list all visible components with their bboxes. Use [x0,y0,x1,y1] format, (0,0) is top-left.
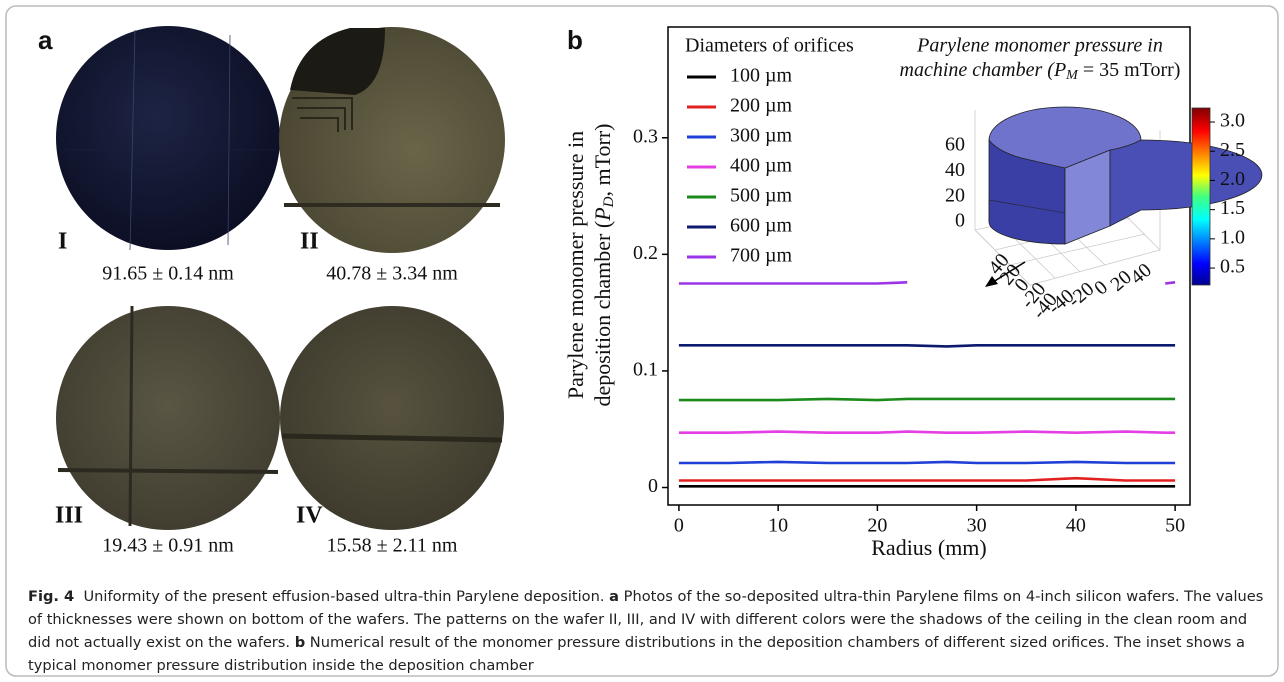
inset: Parylene monomer pressure in machine cha… [900,35,1263,287]
arrow [989,261,1026,285]
data-line [678,460,1176,465]
x-tick-label: 10 [768,515,788,537]
panel-label: b [567,25,583,55]
y-axis-label: deposition chamber (PD, mTorr) [590,123,617,406]
wafer-numeral: I [58,229,67,255]
legend-label: 500 µm [730,185,793,207]
plot-frame [667,26,1191,506]
inset-title: machine chamber (PM = 35 mTorr) [900,59,1181,84]
colorbar-tick-label: 1.0 [1220,226,1245,248]
legend-label: 400 µm [730,155,793,177]
colorbar [1191,107,1211,286]
y-axis-label-part: , mTorr) [590,123,615,196]
cylinder-side [988,139,1066,245]
inset-z-tick-label: 40 [945,159,965,181]
y-axis-label: Parylene monomer pressure in [563,131,588,399]
panel-label: a [38,25,53,55]
data-line [678,344,1176,348]
x-axis-label: Radius (mm) [871,535,987,560]
inset-z-tick-label: 20 [945,184,965,206]
x-tick-label: 50 [1165,515,1185,537]
colorbar-tick-label: 1.5 [1220,197,1245,219]
wafer-numeral: II [300,229,319,255]
inset-z-tick-label: 0 [955,210,965,232]
wafer-thickness: 91.65 ± 0.14 nm [102,263,234,285]
wafer-thickness: 19.43 ± 0.91 nm [102,535,234,557]
inset-z-tick-label: 60 [945,134,965,156]
inset-title-part: machine chamber ( [900,59,1056,81]
caption-text: Numerical result of the monomer pressure… [28,634,1245,674]
legend-label: 100 µm [730,65,793,87]
caption-part-label: a [609,588,619,605]
inset-title: Parylene monomer pressure in [916,35,1163,57]
wafer-photo [280,306,504,530]
y-tick-label: 0.2 [633,242,658,264]
wafer-thickness: 40.78 ± 3.34 nm [326,263,458,285]
arrowhead [985,276,998,287]
inset-subscript: M [1065,68,1079,83]
caption-text: Photos of the so-deposited ultra-thin Pa… [28,588,1264,651]
caption: Fig. 4 Uniformity of the present effusio… [28,585,1264,677]
x-tick-label: 0 [674,515,684,537]
legend-label: 200 µm [730,95,793,117]
wafer-numeral: IV [296,503,323,529]
caption-intro: Uniformity of the present effusion-based… [83,588,605,605]
legend-label: 600 µm [730,215,793,237]
colorbar-tick-label: 0.5 [1220,256,1245,278]
data-line [678,476,1176,482]
y-tick-label: 0.1 [633,359,658,381]
y-tick-label: 0.3 [633,125,658,147]
wafer-thickness: 15.58 ± 2.11 nm [327,535,458,557]
data-line [678,397,1176,402]
caption-part-label: b [294,634,306,651]
x-tick-label: 30 [967,515,987,537]
legend-label: 700 µm [730,245,793,267]
y-tick-label: 0 [648,475,658,497]
colorbar-tick-label: 2.5 [1220,139,1245,161]
wafer-photo [279,27,505,253]
caption-label: Fig. 4 [28,588,75,605]
wafer-photo [56,305,280,530]
colorbar-tick-label: 3.0 [1220,110,1245,132]
wafer-photo [56,26,280,251]
y-axis-symbol: P [590,207,615,221]
legend-title: Diameters of orifices [685,35,854,57]
figure-border [5,5,1279,677]
inset-title-part: = 35 mTorr) [1078,59,1181,81]
x-tick-label: 20 [867,515,887,537]
data-line [678,430,1176,435]
data-line [678,281,1176,285]
y-axis-subscript: D [601,196,617,208]
y-axis-label-part: deposition chamber ( [590,221,615,407]
legend-label: 300 µm [730,125,793,147]
colorbar-tick-label: 2.0 [1220,168,1245,190]
inset-symbol: P [1053,59,1066,81]
x-tick-label: 40 [1066,515,1086,537]
cylinder-top [988,106,1142,169]
wafer-numeral: III [55,503,83,529]
cylinder-edge [988,199,1066,222]
